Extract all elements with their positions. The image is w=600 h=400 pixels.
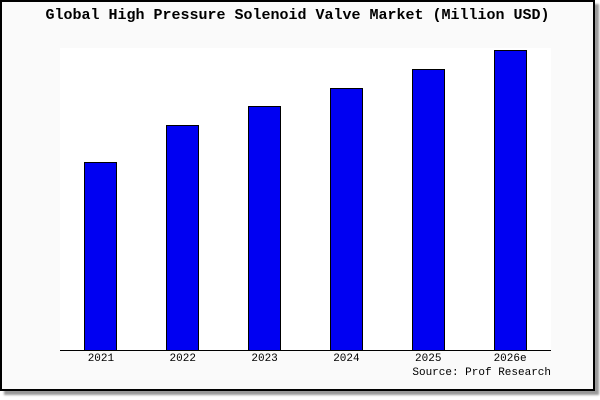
x-tick-label: 2023: [251, 353, 278, 365]
x-axis-tick-labels: 2021 2022 2023 2024 2025 2026e: [60, 353, 551, 367]
x-tick-label: 2026e: [493, 353, 527, 365]
bar-2022: [166, 125, 200, 350]
bar-2024: [329, 88, 363, 350]
source-note: Source: Prof Research: [412, 367, 551, 379]
x-tick-label: 2021: [87, 353, 115, 365]
x-tick-label: 2022: [169, 353, 196, 365]
plot-area: [60, 48, 551, 351]
chart-title: Global High Pressure Solenoid Valve Mark…: [45, 7, 550, 24]
bar-2021: [84, 162, 118, 350]
x-tick-label: 2024: [333, 353, 360, 365]
bar-2023: [248, 106, 282, 350]
bar-2025: [411, 69, 445, 350]
x-tick-label: 2025: [415, 353, 442, 365]
bar-2026e: [493, 50, 527, 350]
